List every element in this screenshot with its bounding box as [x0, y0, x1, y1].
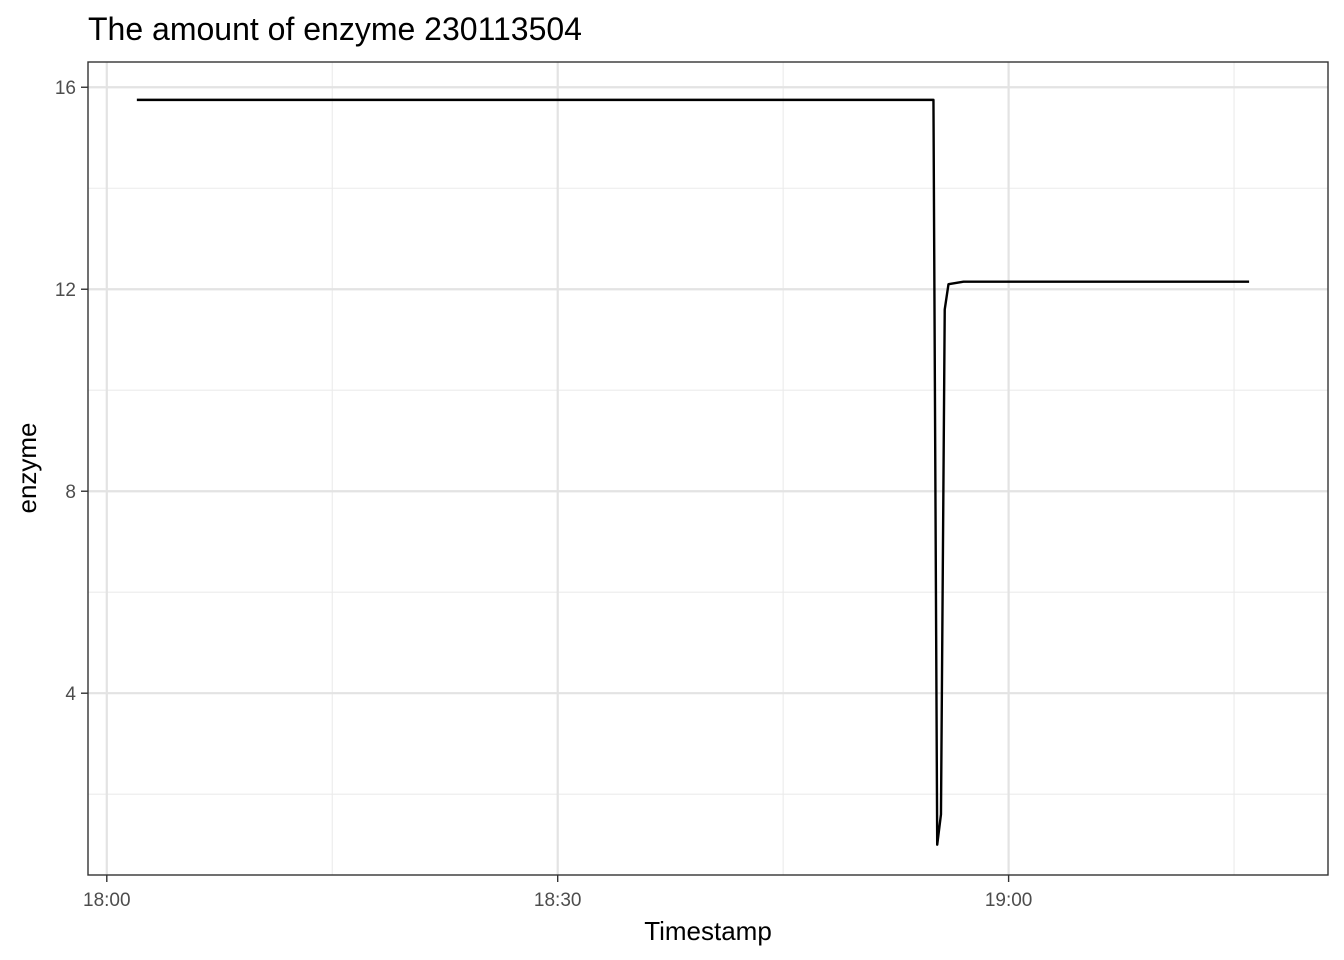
x-axis-title: Timestamp: [644, 916, 772, 946]
series-layer: [136, 98, 1250, 846]
y-tick-label: 12: [55, 280, 76, 301]
plot-border: [87, 61, 1329, 876]
y-tick-label: 8: [65, 482, 76, 503]
y-tick-label: 16: [55, 78, 76, 99]
plot-panel: [87, 61, 1329, 876]
major-gridlines: [88, 62, 1328, 875]
x-tick-label: 18:00: [83, 890, 131, 911]
y-axis-title: enzyme: [12, 422, 42, 513]
x-tick-label: 18:30: [534, 890, 582, 911]
y-axis: 4 8 12 16: [55, 78, 88, 705]
series-line-0: [136, 98, 1250, 846]
chart-title: The amount of enzyme 230113504: [88, 11, 582, 47]
x-axis: 18:00 18:30 19:00: [83, 875, 1032, 911]
plot-background: [88, 62, 1328, 875]
minor-gridlines: [88, 62, 1328, 875]
x-tick-label: 19:00: [985, 890, 1033, 911]
y-tick-label: 4: [65, 684, 76, 705]
